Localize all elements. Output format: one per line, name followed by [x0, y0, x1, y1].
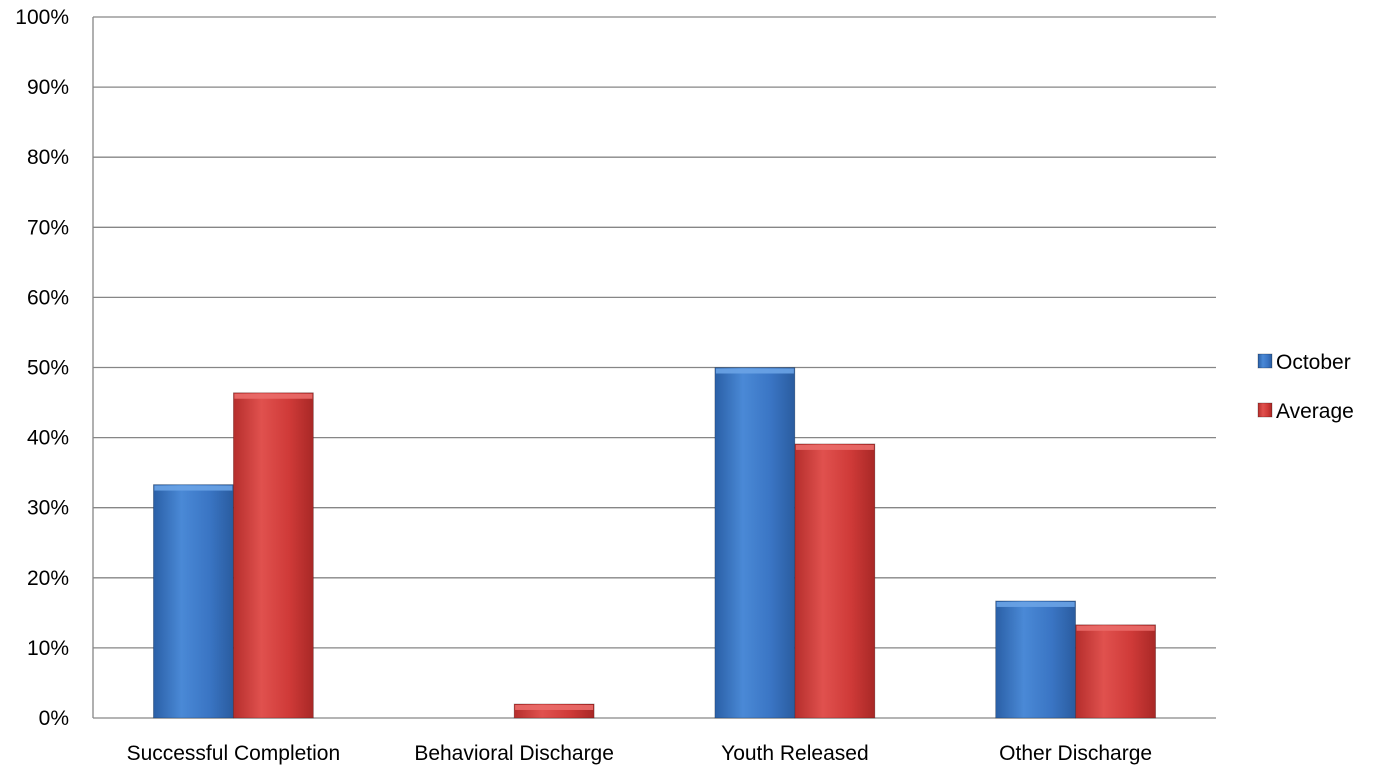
bar-average-0 [232, 392, 314, 719]
bar-bevel [996, 601, 1075, 607]
bars [152, 367, 1157, 719]
y-axis-tick-labels: 0% 10% 20% 30% 40% 50% 60% 70% 80% 90% 100% [15, 6, 69, 730]
bar-body [152, 484, 234, 719]
legend-swatch [1257, 402, 1273, 418]
y-tick-label: 40% [27, 427, 69, 450]
bar-bevel [154, 485, 233, 491]
legend-item-october: October [1257, 351, 1351, 374]
bar-bevel [234, 393, 313, 399]
legend-item-average: Average [1257, 400, 1354, 423]
bar-bevel [515, 704, 594, 710]
y-tick-label: 50% [27, 357, 69, 380]
x-category-label: Successful Completion [127, 742, 341, 765]
x-category-label: Youth Released [721, 742, 869, 765]
bar-october-3 [995, 600, 1077, 719]
bar-body [995, 600, 1077, 719]
bar-bevel [715, 368, 794, 374]
y-tick-label: 10% [27, 637, 69, 660]
bar-average-1 [513, 703, 595, 719]
y-tick-label: 60% [27, 286, 69, 309]
x-axis-category-labels: Successful Completion Behavioral Discharg… [127, 742, 1153, 765]
legend: October Average [1257, 351, 1354, 423]
bar-bevel [795, 444, 874, 450]
bar-october-0 [152, 484, 234, 719]
x-category-label: Behavioral Discharge [414, 742, 614, 765]
bar-body [232, 392, 314, 719]
y-tick-label: 30% [27, 497, 69, 520]
y-tick-label: 70% [27, 216, 69, 239]
bar-average-3 [1075, 624, 1157, 719]
legend-label: October [1276, 351, 1351, 374]
y-tick-label: 0% [39, 707, 69, 730]
legend-swatch [1257, 353, 1273, 369]
bar-body [1075, 624, 1157, 719]
bar-body [794, 443, 876, 719]
y-tick-label: 90% [27, 76, 69, 99]
x-category-label: Other Discharge [999, 742, 1152, 765]
bar-october-2 [714, 367, 796, 719]
legend-label: Average [1276, 400, 1354, 423]
y-tick-label: 20% [27, 567, 69, 590]
y-tick-label: 100% [15, 6, 69, 29]
y-tick-label: 80% [27, 146, 69, 169]
bar-bevel [1076, 625, 1155, 631]
bar-body [714, 367, 796, 719]
bar-average-2 [794, 443, 876, 719]
